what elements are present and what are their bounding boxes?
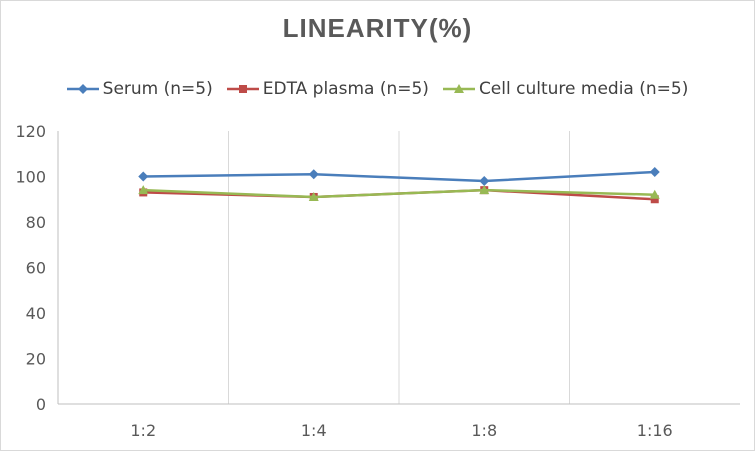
- data-point: [479, 176, 490, 187]
- chart-title: LINEARITY(%): [282, 13, 473, 43]
- y-tick-label: 80: [26, 213, 46, 232]
- legend-marker-serum: [66, 84, 99, 94]
- series-line: [143, 170, 655, 183]
- data-point: [649, 189, 660, 199]
- data-point: [138, 171, 149, 182]
- x-tick-label: 1:16: [637, 421, 673, 440]
- y-tick-label: 60: [26, 259, 46, 278]
- chart-legend: Serum (n=5) EDTA plasma (n=5) Cell cultu…: [1, 79, 754, 99]
- y-tick-label: 120: [15, 122, 46, 141]
- y-tick-label: 40: [26, 304, 46, 323]
- legend-label-serum: Serum (n=5): [102, 79, 213, 99]
- x-tick-label: 1:4: [301, 421, 327, 440]
- x-tick-label: 1:8: [471, 421, 497, 440]
- legend-item-serum: Serum (n=5): [66, 79, 213, 99]
- data-point: [649, 166, 660, 177]
- y-tick-label: 20: [26, 350, 46, 369]
- legend-marker-edta-plasma: [226, 85, 259, 93]
- legend-item-cell-culture-media: Cell culture media (n=5): [442, 79, 689, 99]
- data-point: [479, 185, 490, 195]
- data-point: [650, 195, 659, 204]
- series-line: [143, 188, 655, 199]
- data-point: [308, 191, 319, 201]
- data-point: [138, 185, 149, 195]
- legend-item-edta-plasma: EDTA plasma (n=5): [226, 79, 429, 99]
- legend-label-edta-plasma: EDTA plasma (n=5): [262, 79, 429, 99]
- data-point: [308, 169, 319, 180]
- y-tick-label: 100: [15, 168, 46, 187]
- y-tick-label: 0: [36, 395, 46, 414]
- legend-marker-cell-culture-media: [442, 84, 475, 93]
- x-tick-label: 1:2: [130, 421, 156, 440]
- legend-label-cell-culture-media: Cell culture media (n=5): [478, 79, 689, 99]
